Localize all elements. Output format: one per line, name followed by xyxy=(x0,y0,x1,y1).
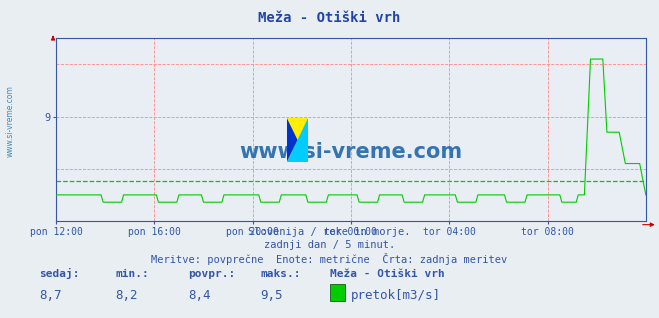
Text: Slovenija / reke in morje.: Slovenija / reke in morje. xyxy=(248,227,411,237)
Text: www.si-vreme.com: www.si-vreme.com xyxy=(239,142,463,162)
Polygon shape xyxy=(287,118,308,162)
Text: 9,5: 9,5 xyxy=(260,289,283,302)
Text: maks.:: maks.: xyxy=(260,269,301,279)
Text: zadnji dan / 5 minut.: zadnji dan / 5 minut. xyxy=(264,240,395,250)
Polygon shape xyxy=(287,118,308,162)
Text: Meža - Otiški vrh: Meža - Otiški vrh xyxy=(258,11,401,25)
Polygon shape xyxy=(287,118,298,162)
Text: 8,2: 8,2 xyxy=(115,289,138,302)
Text: Meritve: povprečne  Enote: metrične  Črta: zadnja meritev: Meritve: povprečne Enote: metrične Črta:… xyxy=(152,253,507,265)
Text: www.si-vreme.com: www.si-vreme.com xyxy=(5,85,14,157)
Text: sedaj:: sedaj: xyxy=(40,268,80,279)
Text: Meža - Otiški vrh: Meža - Otiški vrh xyxy=(330,269,444,279)
Text: 8,7: 8,7 xyxy=(40,289,62,302)
Text: povpr.:: povpr.: xyxy=(188,269,235,279)
Text: min.:: min.: xyxy=(115,269,149,279)
Text: 8,4: 8,4 xyxy=(188,289,210,302)
Text: pretok[m3/s]: pretok[m3/s] xyxy=(351,289,442,302)
